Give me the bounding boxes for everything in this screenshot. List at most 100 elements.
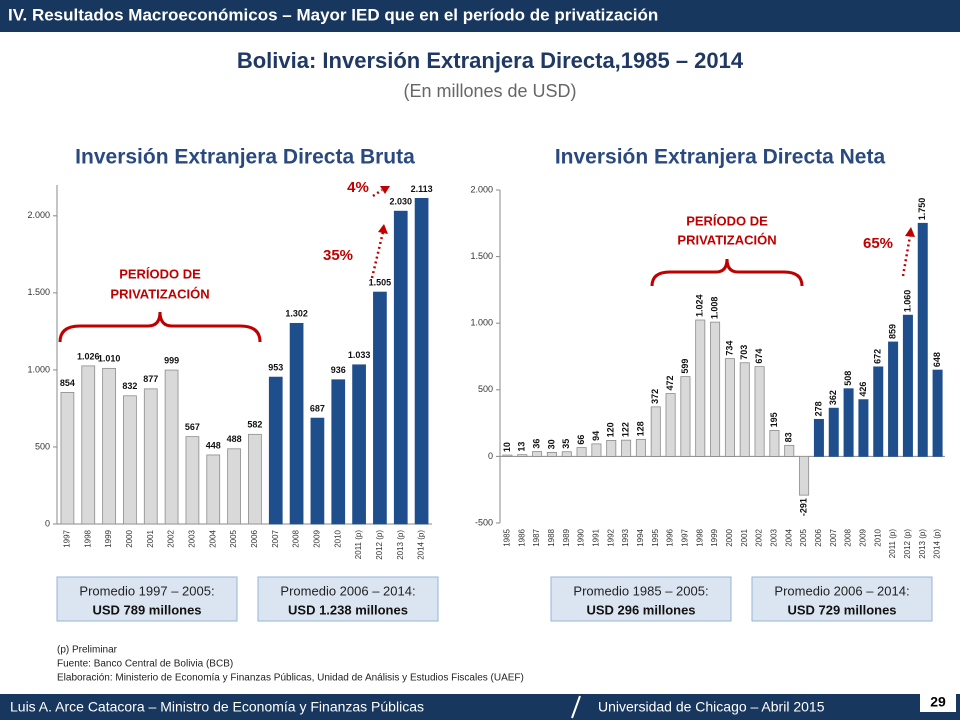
title: Bolivia: Inversión Extranjera Directa,19…: [237, 48, 744, 73]
y-tick-label: 1.500: [27, 287, 50, 297]
value-label: 1.505: [369, 277, 392, 287]
value-label: 1.033: [348, 350, 371, 360]
bar: [724, 358, 735, 457]
bar: [635, 438, 646, 457]
bar: [680, 376, 691, 457]
bar: [185, 436, 200, 525]
arrow: [370, 231, 385, 279]
brace: [58, 311, 262, 343]
bar: [532, 451, 543, 457]
bar: [502, 454, 513, 457]
value-label: 278: [813, 401, 823, 416]
page-box: [920, 692, 956, 712]
y-tick-label: 0: [488, 451, 493, 461]
x-tick-label: 2014 (p): [933, 529, 942, 559]
bar: [164, 369, 179, 525]
x-tick-label: 2008: [844, 528, 853, 546]
bar: [621, 439, 632, 457]
value-label: 508: [843, 371, 853, 386]
annotation: PRIVATIZACIÓN: [677, 232, 776, 247]
value-label: 1.026: [77, 351, 100, 361]
x-tick-label: 2008: [292, 529, 301, 547]
value-label: 599: [680, 359, 690, 374]
value-label: 1.024: [695, 294, 705, 317]
note: (p) Preliminar: [57, 645, 118, 656]
value-label: 648: [932, 352, 942, 367]
value-label: 1.010: [98, 354, 121, 364]
value-label: 362: [828, 390, 838, 405]
x-tick-label: 1991: [592, 528, 601, 546]
x-tick-label: 2010: [873, 528, 882, 546]
average-label: Promedio 1985 – 2005:: [573, 583, 708, 598]
x-tick-label: 2001: [146, 529, 155, 547]
x-tick-label: 1992: [606, 528, 615, 546]
bar: [60, 392, 75, 525]
bar: [561, 451, 572, 457]
value-label: 832: [122, 381, 137, 391]
x-tick-label: 2007: [829, 528, 838, 546]
x-tick-label: 2001: [740, 528, 749, 546]
average-box: [550, 576, 732, 622]
value-label: 472: [665, 375, 675, 390]
bar: [799, 455, 810, 496]
bar: [310, 417, 325, 525]
x-tick-label: 2013 (p): [396, 530, 405, 560]
value-label: 2.030: [389, 197, 412, 207]
value-label: 1.060: [902, 290, 912, 313]
annotation: PERÍODO DE: [686, 213, 768, 228]
average-label: Promedio 1997 – 2005:: [79, 583, 214, 598]
value-label: 672: [873, 349, 883, 364]
x-tick-label: 2014 (p): [417, 530, 426, 560]
bar: [517, 454, 528, 457]
x-tick-label: 2006: [250, 529, 259, 547]
value-label: 1.302: [285, 309, 308, 319]
value-label: 426: [858, 382, 868, 397]
value-label: 83: [784, 432, 794, 442]
x-tick-label: 2005: [229, 529, 238, 547]
average-box: [257, 576, 439, 622]
x-tick-label: 2003: [188, 529, 197, 547]
x-tick-label: 1998: [695, 528, 704, 546]
value-label: 1.008: [709, 297, 719, 320]
bar: [769, 430, 780, 457]
value-label: 128: [635, 421, 645, 436]
y-tick-label: 500: [35, 441, 50, 451]
value-label: 936: [331, 365, 346, 375]
value-label: 448: [206, 440, 221, 450]
x-tick-label: 2003: [770, 528, 779, 546]
footer-bar: [0, 694, 960, 720]
y-tick-label: 2.000: [470, 184, 493, 194]
average-value: USD 729 millones: [787, 602, 896, 617]
bar: [739, 362, 750, 457]
x-tick-label: 1994: [636, 528, 645, 546]
x-tick-label: 2011 (p): [888, 529, 897, 559]
x-tick-label: 2004: [208, 529, 217, 547]
annotation: PERÍODO DE: [119, 266, 201, 281]
bar: [813, 418, 824, 457]
value-label: 10: [502, 442, 512, 452]
footer-right: Universidad de Chicago – Abril 2015: [598, 699, 825, 715]
header: IV. Resultados Macroeconómicos – Mayor I…: [8, 5, 658, 24]
x-tick-label: 2002: [167, 529, 176, 547]
bar: [888, 341, 899, 457]
x-tick-label: 2009: [859, 528, 868, 546]
value-label: 734: [724, 341, 734, 356]
average-value: USD 1.238 millones: [288, 602, 408, 617]
value-label: -291: [798, 498, 808, 516]
bar: [393, 210, 408, 525]
average-box: [751, 576, 933, 622]
value-label: 36: [531, 439, 541, 449]
value-label: 13: [517, 442, 527, 452]
y-tick-label: 1.000: [470, 318, 493, 328]
annotation: 65%: [863, 235, 893, 252]
x-tick-label: 1985: [503, 528, 512, 546]
bar: [546, 452, 557, 457]
x-tick-label: 1989: [562, 528, 571, 546]
average-box: [56, 576, 238, 622]
value-label: 567: [185, 422, 200, 432]
bar: [331, 379, 346, 525]
bar: [268, 376, 283, 525]
value-label: 35: [561, 439, 571, 449]
note: Fuente: Banco Central de Bolivia (BCB): [57, 659, 233, 670]
bar: [576, 447, 587, 457]
